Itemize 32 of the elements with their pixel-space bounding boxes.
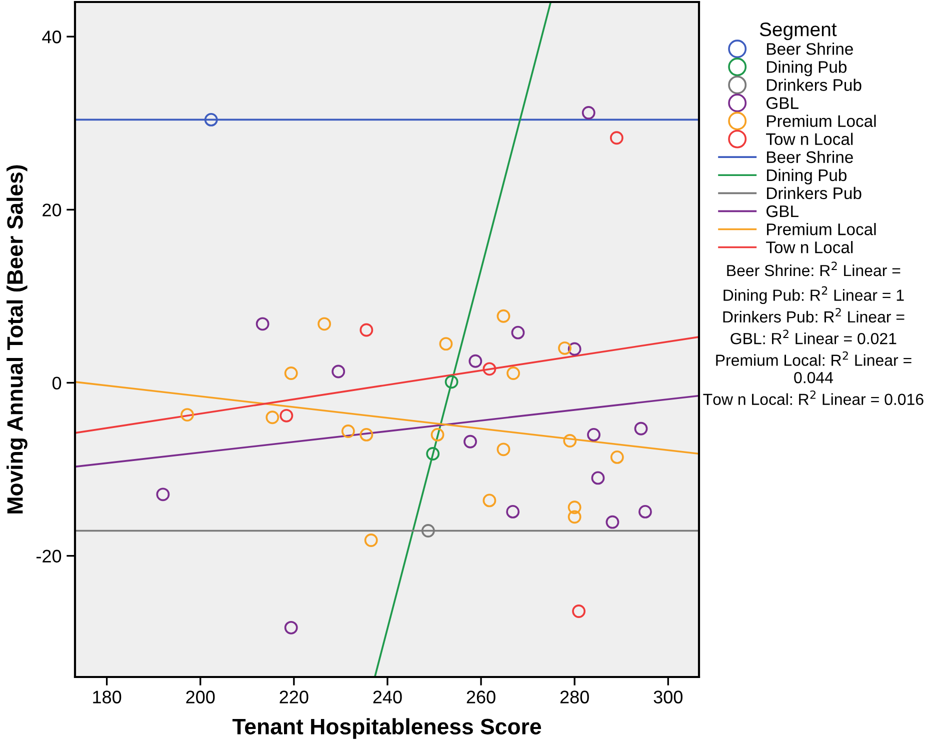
legend-label: GBL <box>766 97 798 109</box>
text: Beer Shrine: R$^{2}$ Linear = <box>727 262 900 276</box>
y-tick-label: 0 <box>52 376 62 390</box>
x-tick-label: 260 <box>466 690 496 704</box>
y-axis-title: Moving Annual Total (Beer Sales) <box>6 165 28 514</box>
x-tick-label: 220 <box>280 690 308 704</box>
x-tick-label: 200 <box>186 690 215 704</box>
y-tick-label: 40 <box>42 30 62 44</box>
text: Dining Pub: R$^{2}$ Linear = 1 <box>724 286 904 304</box>
legend-label: Tow n Local <box>766 132 853 146</box>
legend-title: Segment <box>760 22 837 40</box>
legend-label: GBL <box>766 205 798 218</box>
y-tick-label: -20 <box>36 550 62 563</box>
text: Tow n Local: R$^{2}$ Linear = 0.016 <box>703 390 924 406</box>
legend-label: Dining Pub <box>767 60 847 76</box>
x-tick-label: 280 <box>560 690 589 704</box>
legend-label: Beer Shrine <box>767 150 853 164</box>
legend-label: Drinkers Pub <box>767 78 862 91</box>
x-tick-label: 180 <box>93 690 122 704</box>
legend-label: Beer Shrine <box>767 42 853 55</box>
text: GBL: R$^{2}$ Linear = 0.021 <box>730 330 896 344</box>
legend-label: Drinkers Pub <box>767 186 862 200</box>
legend-label: Tow n Local <box>766 241 853 254</box>
x-tick-label: 240 <box>373 690 402 704</box>
text: Premium Local: R$^{2}$ Linear = 0.044 <box>716 351 912 384</box>
text: Drinkers Pub: R$^{2}$ Linear = <box>723 308 904 323</box>
x-axis-title: Tenant Hospitableness Score <box>232 718 542 739</box>
x-tick-label: 300 <box>654 690 682 704</box>
y-tick-label: 20 <box>42 204 62 216</box>
legend-label: Premium Local <box>767 222 876 236</box>
legend-label: Dining Pub <box>767 168 847 184</box>
legend-label: Premium Local <box>767 114 876 128</box>
